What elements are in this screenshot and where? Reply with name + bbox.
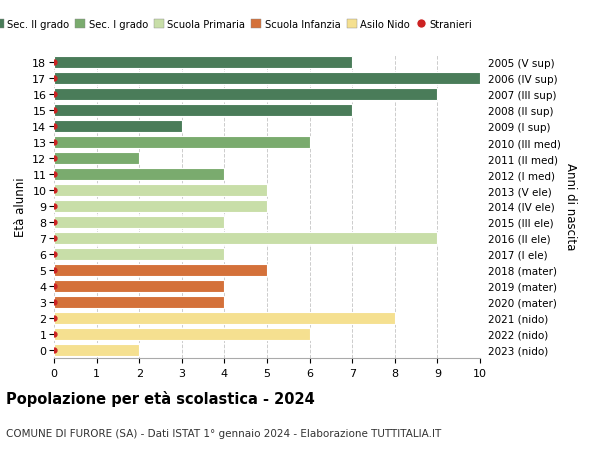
Y-axis label: Età alunni: Età alunni [14,177,26,236]
Bar [54,105,352,117]
Bar [54,313,395,324]
Bar [54,121,182,133]
Bar [54,169,224,180]
Bar [54,264,267,276]
Bar [54,137,310,149]
Bar [54,249,224,260]
Text: Popolazione per età scolastica - 2024: Popolazione per età scolastica - 2024 [6,390,315,406]
Bar [54,280,224,292]
Bar [54,185,267,196]
Bar [54,344,139,356]
Bar [54,297,224,308]
Bar [54,153,139,164]
Text: COMUNE DI FURORE (SA) - Dati ISTAT 1° gennaio 2024 - Elaborazione TUTTITALIA.IT: COMUNE DI FURORE (SA) - Dati ISTAT 1° ge… [6,428,441,438]
Y-axis label: Anni di nascita: Anni di nascita [564,163,577,250]
Bar [54,73,480,85]
Bar [54,201,267,213]
Bar [54,89,437,101]
Bar [54,57,352,69]
Legend: Sec. II grado, Sec. I grado, Scuola Primaria, Scuola Infanzia, Asilo Nido, Stran: Sec. II grado, Sec. I grado, Scuola Prim… [0,16,476,34]
Bar [54,328,310,340]
Bar [54,217,224,228]
Bar [54,233,437,244]
